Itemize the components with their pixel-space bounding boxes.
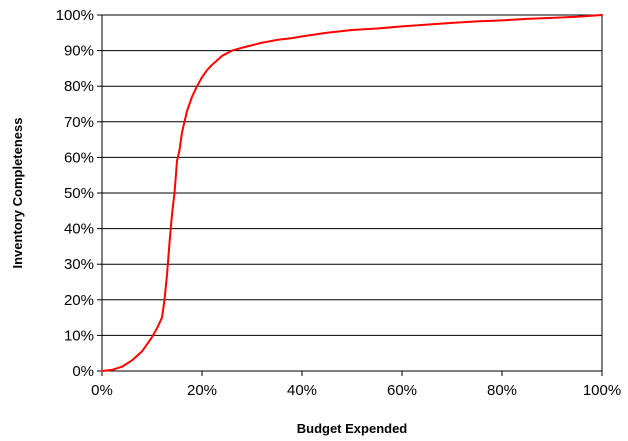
- x-tick-label: 60%: [387, 382, 417, 399]
- series-layer: [101, 14, 603, 372]
- y-tick-label: 70%: [64, 114, 94, 131]
- gridlines: [102, 14, 602, 372]
- y-tick-label: 100%: [56, 7, 94, 24]
- y-tick-label: 40%: [64, 221, 94, 238]
- x-tick-label: 100%: [583, 382, 621, 399]
- plot-frame: [97, 14, 603, 376]
- x-tick-label: 20%: [187, 382, 217, 399]
- y-tick-label: 0%: [72, 363, 94, 380]
- x-tick-label: 80%: [487, 382, 517, 399]
- x-tick-label: 40%: [287, 382, 317, 399]
- y-tick-label: 80%: [64, 78, 94, 95]
- y-tick-label: 50%: [64, 185, 94, 202]
- tick-labels: 0% 10% 20% 30% 40% 50% 60% 70% 80% 90% 100% 0% 20% 40…: [56, 7, 622, 399]
- x-tick-label: 0%: [91, 382, 113, 399]
- x-axis-title: Budget Expended: [297, 421, 408, 436]
- y-axis-title: Inventory Completeness: [10, 118, 25, 269]
- y-tick-label: 10%: [64, 327, 94, 344]
- y-tick-label: 20%: [64, 292, 94, 309]
- y-tick-label: 90%: [64, 43, 94, 60]
- series-line: [101, 14, 603, 372]
- y-tick-label: 30%: [64, 256, 94, 273]
- y-tick-label: 60%: [64, 149, 94, 166]
